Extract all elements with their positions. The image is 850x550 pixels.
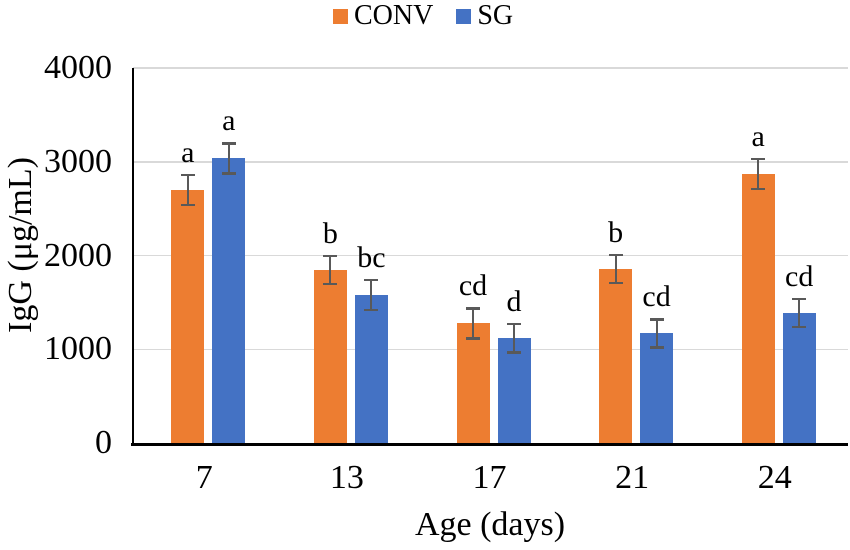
significance-letter: a xyxy=(181,135,195,169)
bar-conv-13 xyxy=(313,269,347,443)
significance-letter: d xyxy=(506,284,522,318)
error-bar-cap-bottom xyxy=(608,281,623,285)
error-bar-cap-top xyxy=(180,173,195,177)
error-bar-stem xyxy=(513,323,515,353)
error-bar-cap-bottom xyxy=(466,337,480,340)
x-tick-label: 7 xyxy=(195,459,213,496)
x-tick-label: 21 xyxy=(615,459,650,496)
error-bar-cap-top xyxy=(323,254,338,257)
error-bar-cap-bottom xyxy=(221,172,236,175)
error-bar-stem xyxy=(472,308,474,338)
x-axis-title: Age (days) xyxy=(414,506,566,543)
y-tick-label: 3000 xyxy=(44,142,112,180)
significance-letter: bc xyxy=(357,240,386,274)
gridline xyxy=(133,161,848,163)
bar-conv-17 xyxy=(456,323,490,443)
error-bar-cap-bottom xyxy=(180,203,195,207)
bar-sg-7 xyxy=(212,158,246,443)
error-bar-cap-top xyxy=(751,157,766,161)
error-bar-stem xyxy=(614,254,617,283)
x-tick-label: 17 xyxy=(472,459,507,496)
bar-sg-17 xyxy=(497,338,531,443)
significance-letter: b xyxy=(608,215,624,249)
gridline xyxy=(133,254,848,257)
error-bar-stem xyxy=(329,255,332,284)
legend-label-conv: CONV xyxy=(354,0,434,31)
bar-conv-24 xyxy=(741,173,775,443)
legend: CONV SG xyxy=(333,2,513,30)
error-bar-cap-bottom xyxy=(649,346,664,349)
bar-conv-21 xyxy=(599,268,633,443)
error-bar-cap-top xyxy=(364,278,379,282)
error-bar-cap-top xyxy=(221,142,236,145)
sg-color-swatch xyxy=(456,8,472,24)
error-bar-stem xyxy=(186,174,189,205)
significance-letter: b xyxy=(322,216,338,250)
significance-letter: cd xyxy=(458,269,488,302)
error-bar-cap-top xyxy=(507,322,521,326)
bar-sg-21 xyxy=(640,333,674,443)
legend-item-conv: CONV xyxy=(333,2,433,30)
legend-item-sg: SG xyxy=(456,2,513,30)
gridline xyxy=(133,67,848,69)
significance-letter: cd xyxy=(642,280,671,314)
error-bar-cap-bottom xyxy=(792,325,807,329)
x-tick-label: 13 xyxy=(329,459,364,496)
x-tick-label: 24 xyxy=(757,459,792,496)
conv-color-swatch xyxy=(333,8,348,24)
significance-letter: cd xyxy=(785,259,814,293)
significance-letter: a xyxy=(222,104,236,137)
error-bar-stem xyxy=(757,158,760,189)
y-tick-label: 4000 xyxy=(44,49,112,86)
y-tick-label: 0 xyxy=(95,424,112,461)
error-bar-cap-top xyxy=(649,318,664,321)
legend-label-sg: SG xyxy=(477,0,514,31)
error-bar-stem xyxy=(655,319,658,348)
error-bar-cap-top xyxy=(792,297,807,301)
significance-letter: a xyxy=(751,119,765,153)
bar-sg-13 xyxy=(354,294,388,443)
bar-sg-24 xyxy=(782,312,816,443)
error-bar-stem xyxy=(798,298,801,327)
error-bar-stem xyxy=(370,279,373,310)
error-bar-cap-bottom xyxy=(507,351,521,354)
error-bar-cap-bottom xyxy=(751,187,766,191)
error-bar-cap-top xyxy=(466,307,480,310)
y-tick-label: 2000 xyxy=(44,236,112,274)
gridline xyxy=(133,348,848,350)
error-bar-cap-bottom xyxy=(364,308,379,312)
bar-conv-7 xyxy=(171,189,205,443)
y-axis-line xyxy=(132,68,134,443)
x-axis-line xyxy=(131,443,848,446)
error-bar-stem xyxy=(227,143,230,173)
error-bar-cap-bottom xyxy=(323,282,338,286)
y-tick-label: 1000 xyxy=(44,330,112,368)
error-bar-cap-top xyxy=(608,253,623,257)
